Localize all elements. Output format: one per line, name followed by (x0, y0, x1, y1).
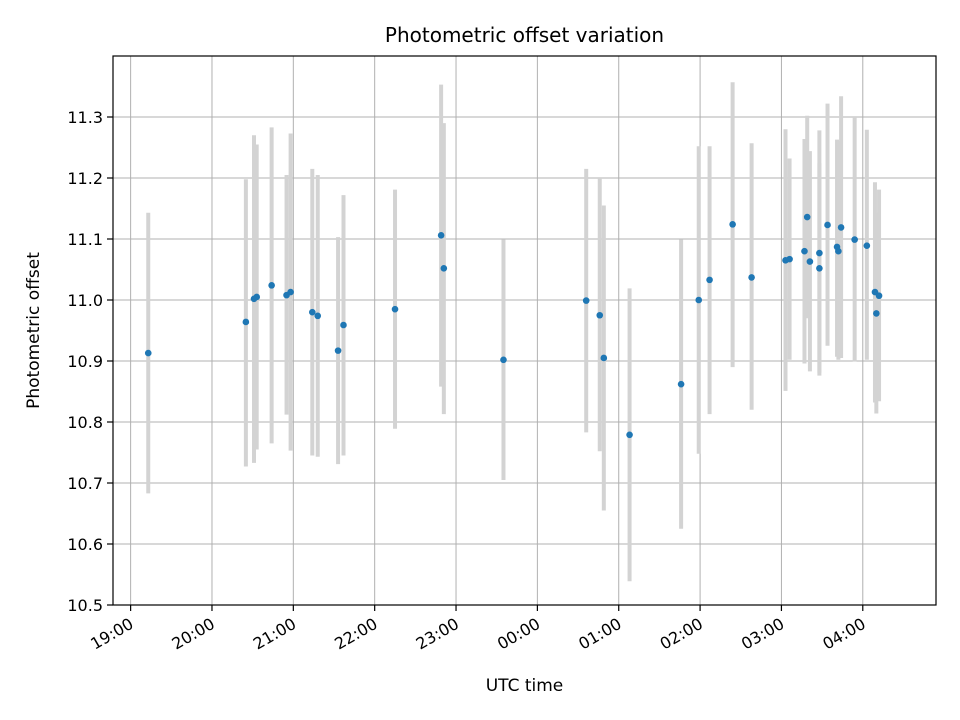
data-point (600, 354, 608, 362)
y-tick-label: 11.0 (67, 291, 103, 310)
data-point (816, 249, 823, 257)
plot-frame (112, 55, 937, 606)
data-point (309, 308, 316, 316)
data-point (437, 232, 445, 239)
chart-title: Photometric offset variation (385, 23, 664, 47)
data-point (340, 321, 347, 329)
data-point (806, 258, 814, 265)
data-point (803, 213, 811, 221)
data-point (391, 305, 399, 313)
data-point (875, 292, 883, 300)
data-point (851, 236, 858, 243)
data-point (500, 356, 507, 364)
data-point (824, 221, 831, 229)
y-tick-label: 10.8 (67, 413, 103, 432)
data-point (837, 224, 845, 231)
data-point (253, 293, 261, 301)
data-point (626, 431, 633, 439)
data-points (144, 213, 883, 439)
data-point (863, 242, 871, 250)
data-point (816, 264, 823, 272)
data-point (242, 318, 250, 326)
data-point (596, 311, 604, 319)
y-tick-label: 11.1 (67, 230, 103, 249)
y-tick-label: 11.2 (67, 169, 103, 188)
data-point (268, 282, 275, 289)
y-tick-label: 10.5 (67, 596, 103, 615)
y-axis-title: Photometric offset (24, 252, 44, 409)
data-point (677, 380, 685, 388)
y-tick-label: 10.9 (67, 352, 103, 371)
data-point (334, 347, 342, 354)
data-point (706, 276, 713, 284)
data-point (582, 297, 590, 304)
y-tick-label: 10.6 (67, 535, 103, 554)
y-tick-label: 10.7 (67, 474, 103, 493)
data-point (801, 247, 808, 255)
data-point (786, 255, 793, 263)
data-point (314, 312, 322, 320)
y-axis: 10.5 10.6 10.7 10.8 10.9 11.0 11.1 11.2 11.3 (67, 108, 113, 615)
y-tick-label: 11.3 (67, 108, 103, 127)
data-point (748, 274, 755, 281)
data-point (695, 296, 703, 304)
x-axis-title: UTC time (486, 676, 564, 696)
data-point (729, 221, 736, 228)
data-point (287, 288, 294, 296)
data-point (144, 349, 152, 357)
data-point (873, 310, 880, 317)
data-point (835, 247, 842, 255)
data-point (440, 264, 448, 272)
